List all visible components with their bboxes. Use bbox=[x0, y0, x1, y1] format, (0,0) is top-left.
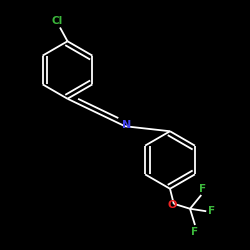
Text: O: O bbox=[167, 200, 176, 210]
Text: F: F bbox=[199, 184, 206, 194]
Text: Cl: Cl bbox=[52, 16, 63, 26]
Text: N: N bbox=[122, 120, 131, 130]
Text: F: F bbox=[208, 206, 215, 216]
Text: F: F bbox=[192, 227, 198, 237]
